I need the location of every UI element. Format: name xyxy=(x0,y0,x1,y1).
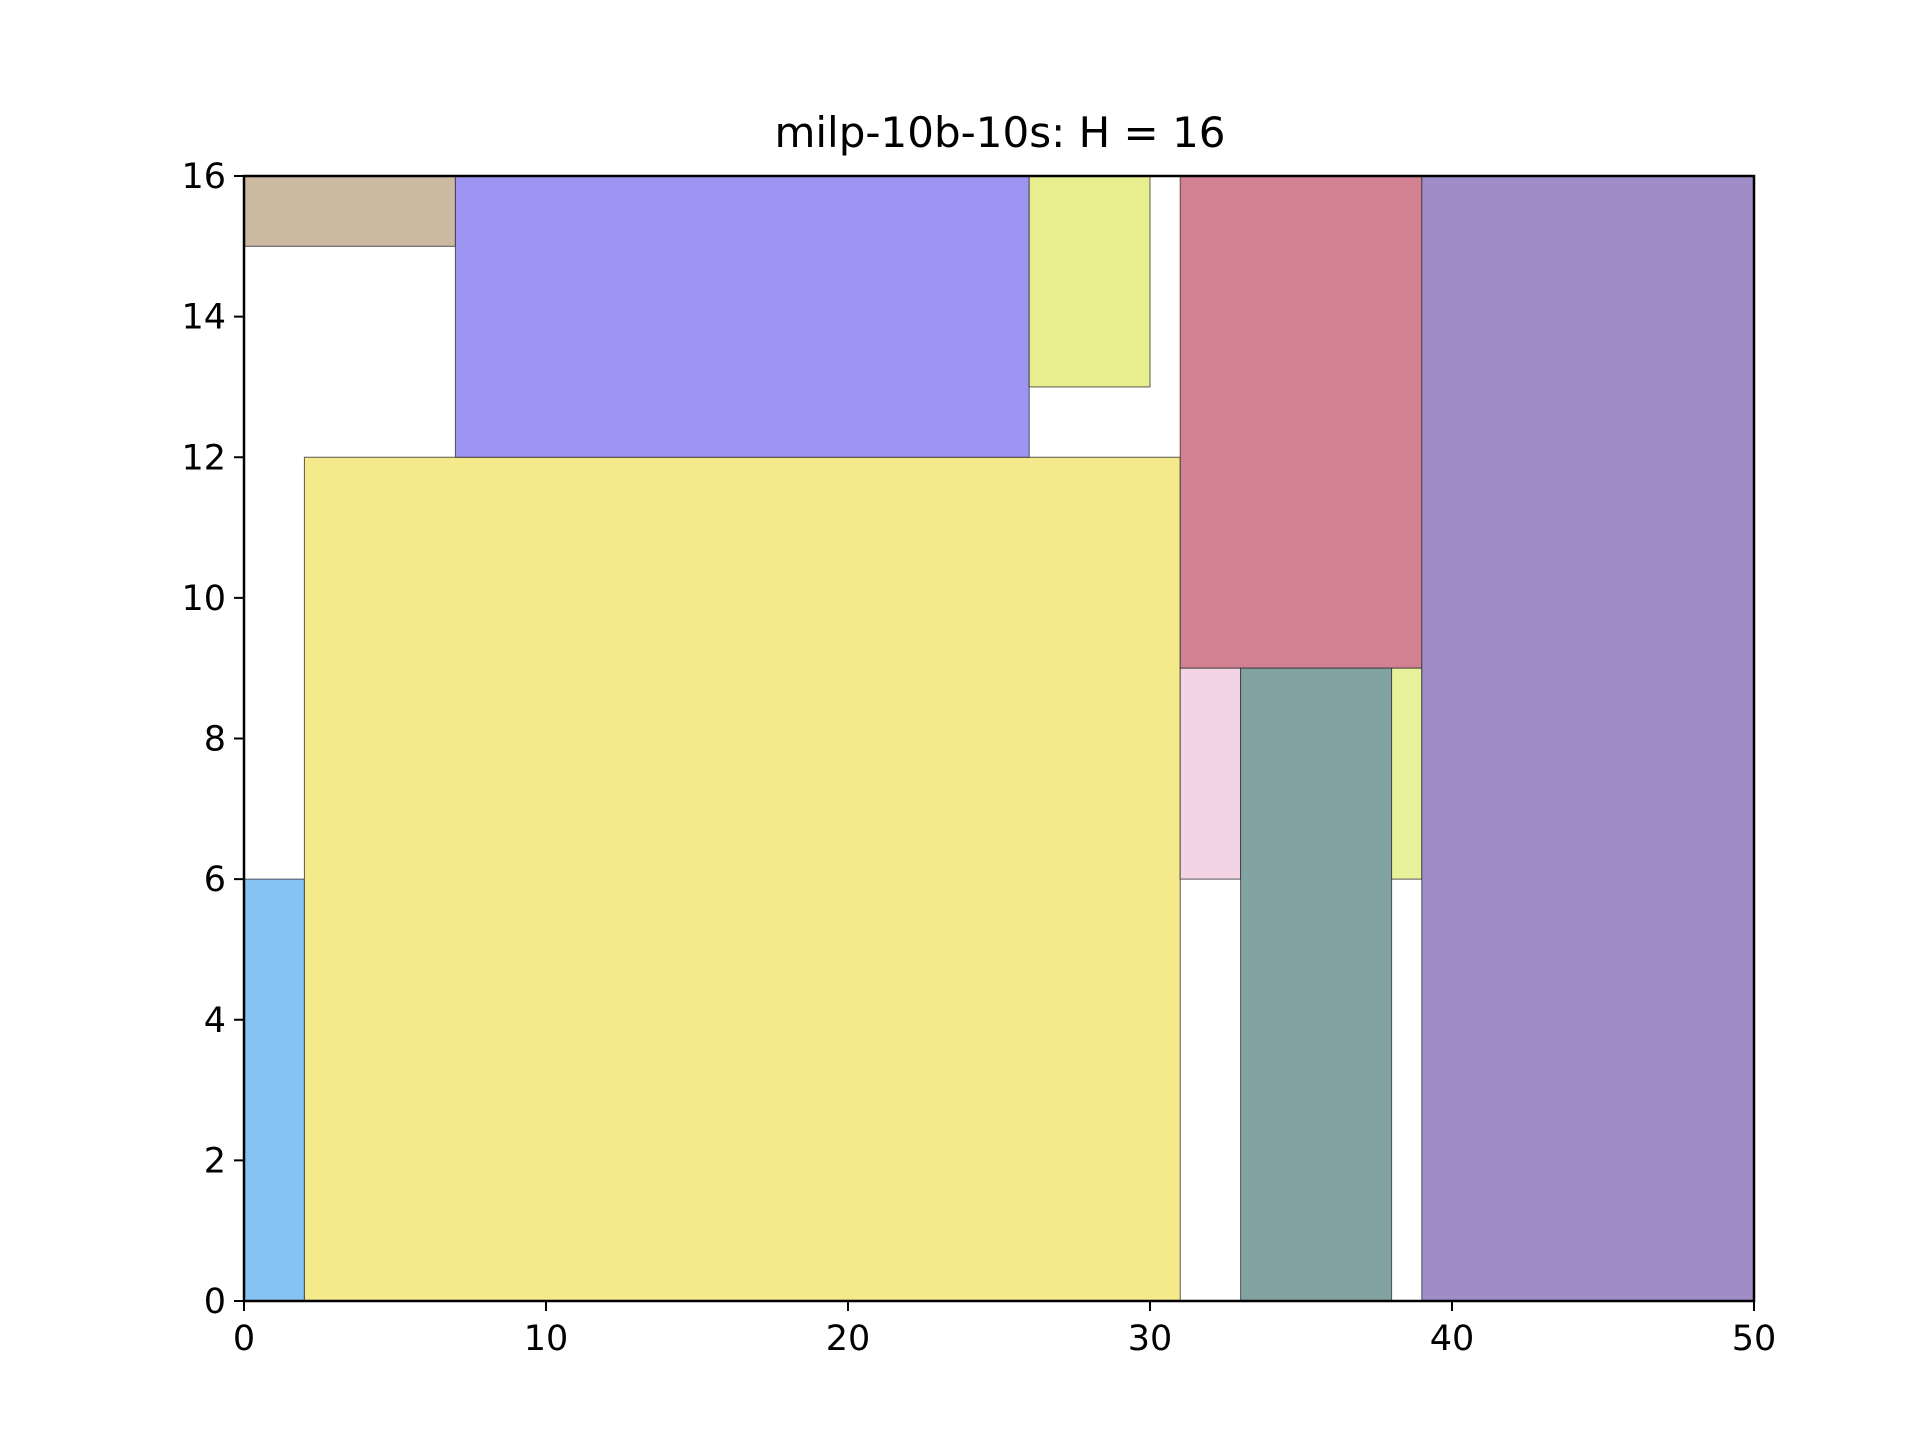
packed-rectangle-6 xyxy=(1179,175,1423,669)
x-tick-label: 50 xyxy=(1732,1319,1777,1359)
x-tick-label: 30 xyxy=(1128,1319,1173,1359)
x-tick-label: 40 xyxy=(1430,1319,1475,1359)
packed-rectangle-1 xyxy=(243,878,305,1302)
rectangles-layer xyxy=(243,175,1755,1302)
x-tick-label: 10 xyxy=(524,1319,569,1359)
packed-rectangle-7 xyxy=(1179,667,1242,880)
y-tick-label: 16 xyxy=(181,157,226,197)
y-tick-label: 6 xyxy=(204,860,226,900)
packed-rectangle-5 xyxy=(1028,175,1151,388)
packed-rectangle-10 xyxy=(1421,175,1755,1302)
chart-title: milp-10b-10s: H = 16 xyxy=(774,108,1225,157)
y-tick-label: 0 xyxy=(204,1282,226,1322)
packed-rectangle-9 xyxy=(1391,667,1423,880)
y-tick-label: 2 xyxy=(204,1141,226,1181)
axes-layer: 0 10 20 30 40 50 0 2 4 6 8 10 12 14 16 xyxy=(181,157,1776,1359)
y-tick-label: 14 xyxy=(181,298,226,338)
y-tick-label: 12 xyxy=(181,438,226,478)
packed-rectangle-4 xyxy=(454,175,1030,458)
packed-rectangle-8 xyxy=(1240,667,1393,1302)
packed-rectangle-3 xyxy=(243,175,456,247)
x-tick-label: 0 xyxy=(233,1319,255,1359)
y-tick-label: 8 xyxy=(204,720,226,760)
x-tick-label: 20 xyxy=(826,1319,871,1359)
packed-rectangle-2 xyxy=(303,456,1181,1302)
y-tick-label: 4 xyxy=(204,1001,226,1041)
y-tick-label: 10 xyxy=(181,579,226,619)
